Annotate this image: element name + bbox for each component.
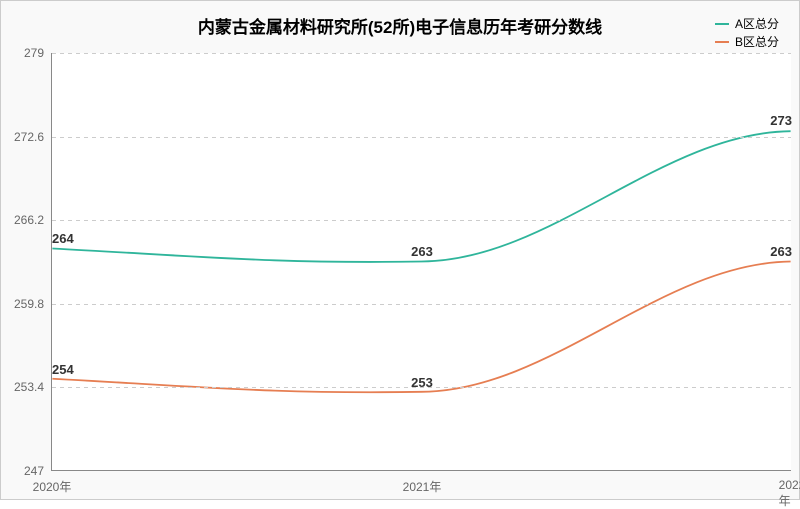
legend-label-b: B区总分 [735,33,779,51]
data-label: 254 [52,362,74,377]
legend-item-a: A区总分 [715,15,779,33]
ytick-label: 279 [24,46,52,60]
gridline [52,304,791,305]
xtick-label: 2020年 [33,470,72,495]
ytick-label: 266.2 [14,213,52,227]
legend-label-a: A区总分 [735,15,779,33]
gridline [52,220,791,221]
plot-area: 247253.4259.8266.2272.62792020年2021年2022… [51,53,791,471]
ytick-label: 272.6 [14,130,52,144]
legend-swatch-b [715,41,729,43]
series-line [52,131,790,262]
chart-title: 内蒙古金属材料研究所(52所)电子信息历年考研分数线 [1,13,799,38]
gridline [52,137,791,138]
gridline [52,53,791,54]
legend-item-b: B区总分 [715,33,779,51]
data-label: 263 [770,244,792,259]
xtick-label: 2021年 [403,470,442,495]
series-line [52,262,790,393]
data-label: 264 [52,231,74,246]
chart-lines [52,53,791,470]
data-label: 263 [411,244,433,259]
ytick-label: 253.4 [14,380,52,394]
legend-swatch-a [715,23,729,25]
data-label: 273 [770,113,792,128]
legend: A区总分 B区总分 [715,15,779,51]
chart-container: 内蒙古金属材料研究所(52所)电子信息历年考研分数线 A区总分 B区总分 247… [0,0,800,500]
ytick-label: 259.8 [14,297,52,311]
xtick-label: 2022年 [779,470,800,509]
data-label: 253 [411,375,433,390]
